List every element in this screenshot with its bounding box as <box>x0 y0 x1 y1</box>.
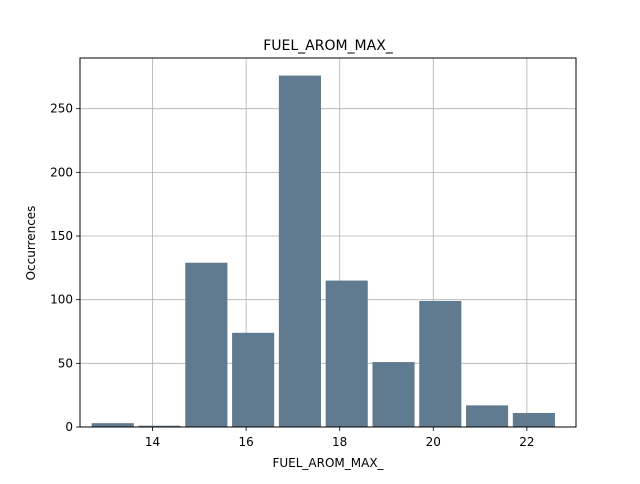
histogram-bar <box>512 412 555 427</box>
histogram-bar <box>325 280 368 427</box>
x-tick-label: 18 <box>332 435 347 449</box>
x-tick-label: 20 <box>426 435 441 449</box>
chart-title: FUEL_AROM_MAX_ <box>263 38 394 54</box>
x-tick-label: 14 <box>145 435 160 449</box>
histogram-bar <box>466 405 509 427</box>
y-tick-label: 200 <box>50 165 73 179</box>
x-axis-label: FUEL_AROM_MAX_ <box>272 456 384 470</box>
histogram-bar <box>232 332 275 427</box>
y-tick-label: 250 <box>50 102 73 116</box>
y-tick-label: 0 <box>65 420 73 434</box>
histogram-bar <box>185 262 228 427</box>
x-tick-label: 22 <box>519 435 534 449</box>
y-axis-label: Occurrences <box>24 206 38 281</box>
y-tick-label: 100 <box>50 293 73 307</box>
histogram-bar <box>278 75 321 428</box>
plot-area-frame <box>79 57 577 428</box>
y-tick-label: 150 <box>50 229 73 243</box>
histogram-bars <box>91 75 555 428</box>
axis-ticks: 14 16 18 20 22 0 50 100 150 200 250 <box>50 102 534 449</box>
histogram-bar <box>138 425 181 427</box>
histogram-bar <box>419 300 462 427</box>
histogram-bar <box>91 423 134 427</box>
x-tick-label: 16 <box>238 435 253 449</box>
histogram-bar <box>372 362 415 427</box>
y-tick-label: 50 <box>58 356 73 370</box>
